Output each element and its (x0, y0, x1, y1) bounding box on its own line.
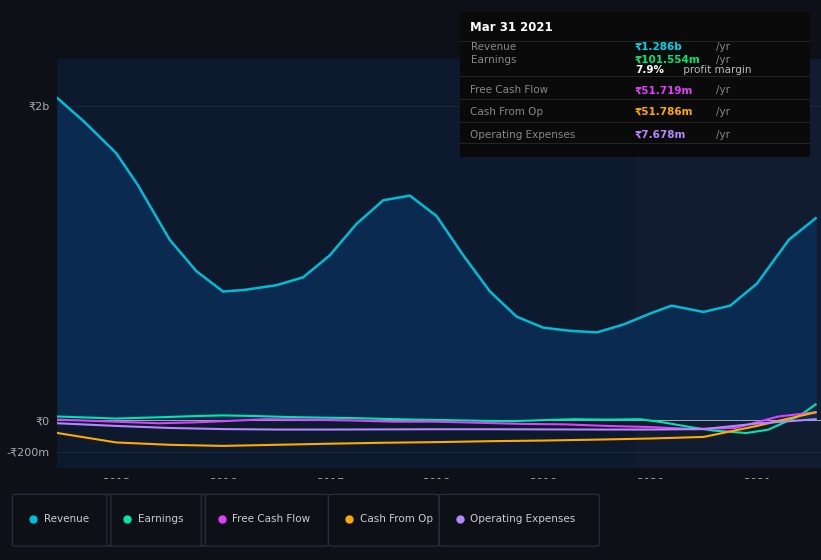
Text: ₹101.554m: ₹101.554m (635, 55, 701, 65)
Bar (634, 59, 821, 468)
Text: Free Cash Flow: Free Cash Flow (470, 85, 548, 95)
Text: /yr: /yr (715, 107, 730, 117)
Text: 7.9%: 7.9% (635, 65, 664, 75)
Text: /yr: /yr (715, 85, 730, 95)
Text: ₹1.286b: ₹1.286b (635, 42, 683, 52)
Text: Cash From Op: Cash From Op (360, 515, 433, 524)
Text: /yr: /yr (715, 130, 730, 140)
Text: Cash From Op: Cash From Op (470, 107, 544, 117)
Text: Earnings: Earnings (470, 55, 516, 65)
Text: Operating Expenses: Operating Expenses (470, 130, 576, 140)
Text: ₹51.786m: ₹51.786m (635, 107, 694, 117)
Text: Free Cash Flow: Free Cash Flow (232, 515, 310, 524)
Text: ₹7.678m: ₹7.678m (635, 130, 686, 140)
Text: Earnings: Earnings (138, 515, 183, 524)
Text: Operating Expenses: Operating Expenses (470, 515, 576, 524)
Text: Mar 31 2021: Mar 31 2021 (470, 21, 553, 34)
Text: Revenue: Revenue (470, 42, 516, 52)
Text: profit margin: profit margin (681, 65, 752, 75)
Text: /yr: /yr (715, 55, 730, 65)
Text: /yr: /yr (715, 42, 730, 52)
Text: Revenue: Revenue (44, 515, 89, 524)
Text: ₹51.719m: ₹51.719m (635, 85, 694, 95)
